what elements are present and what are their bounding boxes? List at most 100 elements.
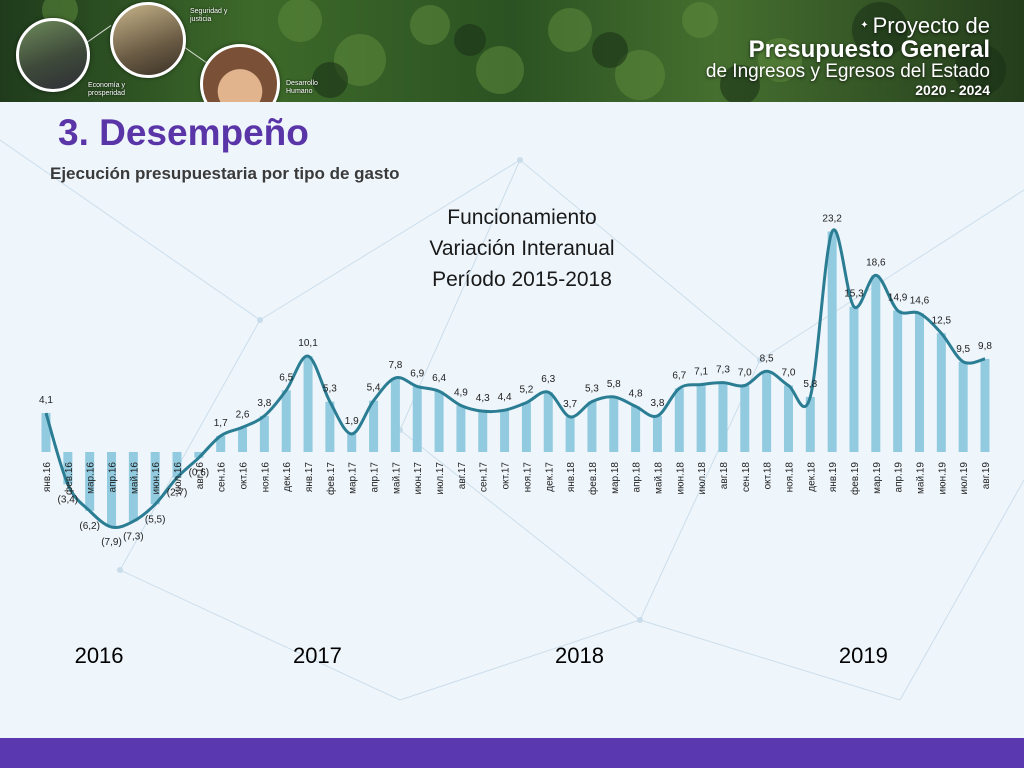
- data-label-21: 4,4: [498, 392, 512, 403]
- bar-26: [609, 396, 619, 452]
- economy-label: Economía y prosperidad: [88, 82, 125, 97]
- bar-19: [456, 405, 466, 452]
- data-label-7: (0,6): [189, 468, 210, 479]
- x-tick-label-9: окт.16: [239, 462, 250, 490]
- bar-8: [216, 435, 226, 452]
- data-label-37: 15,3: [844, 289, 864, 300]
- data-label-11: 6,5: [279, 372, 293, 383]
- bar-17: [412, 386, 422, 452]
- x-tick-label-26: мар.18: [610, 462, 621, 494]
- chart-title-line-1: Funcionamiento: [447, 206, 597, 229]
- x-tick-labels-group: янв.16 фев.16 мар.16 апр.16 май.16 июн.16 июл.…: [42, 462, 992, 495]
- bar-41: [936, 333, 946, 452]
- x-tick-label-38: мар.19: [872, 462, 883, 494]
- x-tick-label-10: ноя.16: [260, 462, 271, 493]
- data-label-15: 5,4: [367, 383, 381, 394]
- bar-28: [652, 415, 662, 452]
- x-tick-label-13: фев.17: [325, 462, 337, 495]
- project-line-2: Presupuesto General: [748, 36, 990, 63]
- x-tick-label-8: сен.16: [217, 462, 228, 492]
- bar-7: [194, 452, 204, 458]
- bar-40: [914, 313, 924, 452]
- x-tick-label-5: июн.16: [151, 462, 162, 495]
- x-tick-label-37: фев.19: [849, 462, 861, 495]
- x-tick-label-12: янв.17: [304, 462, 315, 493]
- x-tick-label-41: июн.19: [937, 462, 948, 495]
- chart-title-line-2: Variación Interanual: [429, 237, 615, 260]
- bar-13: [325, 401, 335, 452]
- data-labels-group: 4,1 (3,4) (6,2)(7,9)(7,3)(5,5) (2,7)(0,6) 1,…: [39, 214, 992, 548]
- bar-14: [347, 433, 357, 452]
- year-label-0: 2016: [74, 643, 124, 668]
- data-label-0: 4,1: [39, 395, 53, 406]
- bar-5: [150, 452, 160, 505]
- project-line-3: de Ingresos y Egresos del Estado: [705, 61, 990, 82]
- chart-title: Funcionamiento Variación Interanual Perí…: [372, 202, 672, 295]
- x-tick-label-34: ноя.18: [784, 462, 795, 493]
- x-tick-label-7: авг.16: [195, 462, 206, 490]
- background-network-pattern: [0, 139, 1024, 701]
- trend-line: [44, 228, 986, 529]
- bar-12: [303, 356, 313, 452]
- data-label-19: 4,9: [454, 387, 468, 398]
- data-label-1: (3,4): [58, 494, 79, 505]
- data-label-9: 2,6: [236, 409, 250, 420]
- x-tick-label-28: май.18: [653, 462, 664, 494]
- bar-43: [980, 358, 990, 452]
- bar-29: [674, 388, 684, 452]
- forest-background-image: [42, 0, 1006, 102]
- bar-1: [63, 452, 73, 485]
- x-tick-label-20: сен.17: [479, 462, 490, 492]
- bar-4: [128, 452, 138, 522]
- x-tick-label-1: фев.16: [63, 462, 75, 495]
- data-label-34: 7,0: [782, 368, 796, 379]
- child-icon: [200, 44, 280, 102]
- data-label-8: 1,7: [214, 418, 228, 429]
- bar-35: [805, 396, 815, 452]
- security-label: Seguridad y justicia: [190, 8, 228, 23]
- x-tick-label-11: дек.16: [282, 462, 293, 492]
- data-label-23: 6,3: [541, 374, 555, 385]
- x-tick-label-15: апр.17: [370, 462, 381, 493]
- bar-25: [587, 401, 597, 452]
- data-label-2: (6,2): [79, 521, 100, 532]
- bar-16: [390, 377, 400, 452]
- bar-18: [434, 391, 444, 452]
- x-tick-label-4: май.16: [129, 462, 140, 494]
- x-tick-label-35: дек.18: [806, 462, 817, 492]
- data-label-14: 1,9: [345, 416, 359, 427]
- data-label-10: 3,8: [257, 398, 271, 409]
- data-label-35: 5,8: [803, 379, 817, 390]
- data-label-20: 4,3: [476, 393, 490, 404]
- x-tick-label-24: янв.18: [566, 462, 577, 493]
- bar-10: [259, 415, 269, 452]
- bar-0: [41, 413, 51, 452]
- data-label-41: 12,5: [932, 315, 952, 326]
- x-tick-label-36: янв.19: [828, 462, 839, 493]
- x-tick-label-29: июн.18: [675, 462, 686, 495]
- data-label-29: 6,7: [672, 370, 686, 381]
- x-tick-label-18: июл.17: [435, 462, 446, 495]
- data-label-27: 4,8: [629, 388, 643, 399]
- year-label-2: 2018: [555, 643, 604, 668]
- bar-2: [85, 452, 95, 511]
- bar-11: [281, 390, 291, 452]
- data-label-38: 18,6: [866, 257, 886, 268]
- data-label-16: 7,8: [388, 360, 402, 371]
- bar-36: [827, 231, 837, 452]
- year-label-1: 2017: [292, 643, 342, 668]
- x-tick-label-32: сен.18: [741, 462, 752, 492]
- data-label-43: 9,8: [978, 341, 992, 352]
- slide-subtitle: Ejecución presupuestaria por tipo de gas…: [50, 164, 400, 183]
- bar-3: [107, 452, 117, 528]
- footer-bar: [0, 738, 1024, 768]
- x-tick-label-21: окт.17: [501, 462, 512, 490]
- bar-23: [543, 392, 553, 452]
- bar-15: [369, 400, 379, 452]
- x-tick-label-42: июл.19: [959, 462, 970, 495]
- data-label-42: 9,5: [956, 344, 970, 355]
- data-label-12: 10,1: [298, 338, 318, 349]
- data-label-18: 6,4: [432, 373, 446, 384]
- bar-38: [871, 275, 881, 452]
- x-tick-label-39: апр.19: [894, 462, 905, 493]
